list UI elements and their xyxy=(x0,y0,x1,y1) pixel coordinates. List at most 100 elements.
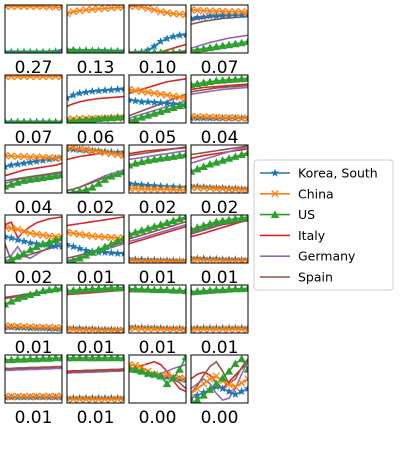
data-point-us xyxy=(237,150,246,158)
data-point-china xyxy=(137,324,146,333)
data-point-china xyxy=(26,5,35,11)
data-point-china xyxy=(67,395,71,403)
panel-frame xyxy=(190,144,249,194)
data-point-korea-south xyxy=(231,323,240,332)
data-point-china xyxy=(206,7,214,15)
data-point-us xyxy=(38,239,48,248)
data-point-us xyxy=(67,188,70,193)
data-point-us xyxy=(108,47,115,53)
data-point-korea-south xyxy=(26,238,35,247)
data-point-china xyxy=(131,86,140,95)
panel-value-label: 0.01 xyxy=(15,338,53,358)
legend-item-spain: Spain xyxy=(260,270,333,285)
panel-frame xyxy=(190,214,249,264)
data-point-china xyxy=(7,224,16,233)
data-point-china xyxy=(39,392,47,401)
data-point-korea-south xyxy=(150,41,159,50)
data-point-korea-south xyxy=(212,323,221,332)
data-point-korea-south xyxy=(181,30,186,39)
data-point-korea-south xyxy=(143,180,153,189)
data-point-china xyxy=(156,257,165,263)
series-line-italy xyxy=(5,162,62,177)
data-point-us xyxy=(15,48,21,53)
data-point-china xyxy=(5,392,9,401)
data-point-us xyxy=(224,285,234,293)
panel: 0.07 xyxy=(4,74,63,148)
data-point-us xyxy=(205,77,215,86)
series-line-us xyxy=(67,286,124,292)
series-line-china xyxy=(67,6,124,15)
data-point-korea-south xyxy=(100,85,110,94)
data-point-china xyxy=(51,5,60,11)
panel-value-label: 0.02 xyxy=(77,198,115,218)
data-point-us xyxy=(100,355,110,362)
data-point-korea-south xyxy=(88,393,97,402)
legend-label: China xyxy=(298,186,334,201)
data-point-us xyxy=(38,355,48,362)
data-point-korea-south xyxy=(38,155,48,164)
data-point-us xyxy=(169,103,178,111)
data-point-china xyxy=(88,395,97,403)
data-point-us xyxy=(151,48,157,53)
data-point-us xyxy=(150,370,159,378)
data-point-china xyxy=(244,185,248,193)
data-point-us xyxy=(199,286,208,295)
data-point-us xyxy=(119,112,124,121)
panel-value-label: 0.07 xyxy=(15,128,53,148)
data-point-china xyxy=(175,325,184,333)
data-point-korea-south xyxy=(162,256,172,263)
data-point-china xyxy=(218,184,227,193)
data-point-us xyxy=(243,148,248,157)
data-point-us xyxy=(107,113,116,122)
series-line-china xyxy=(67,146,124,157)
data-point-korea-south xyxy=(175,182,184,191)
data-point-korea-south xyxy=(13,235,22,244)
data-point-korea-south xyxy=(156,181,165,190)
data-point-us xyxy=(88,248,97,256)
data-point-korea-south xyxy=(193,323,202,332)
data-point-china xyxy=(45,5,54,11)
panel-value-label: 0.04 xyxy=(15,198,53,218)
data-point-korea-south xyxy=(107,147,116,156)
data-point-us xyxy=(129,116,133,123)
data-point-china xyxy=(144,324,152,333)
series-line-china xyxy=(191,115,248,119)
data-point-us xyxy=(243,285,248,292)
data-point-us xyxy=(212,158,221,166)
data-point-us xyxy=(162,379,172,388)
data-point-us xyxy=(199,162,208,170)
data-point-china xyxy=(169,325,178,333)
data-point-korea-south xyxy=(156,98,165,107)
legend-label: US xyxy=(298,207,315,222)
data-point-us xyxy=(131,114,140,123)
data-point-us xyxy=(69,355,78,362)
data-point-us xyxy=(143,369,153,377)
data-point-us xyxy=(129,48,132,53)
data-point-korea-south xyxy=(19,237,29,245)
data-point-china xyxy=(244,114,248,122)
data-point-china xyxy=(182,10,186,19)
data-point-china xyxy=(129,360,133,369)
data-point-korea-south xyxy=(193,113,202,122)
data-point-us xyxy=(26,355,35,363)
data-point-korea-south xyxy=(69,145,78,153)
data-point-korea-south xyxy=(113,85,122,93)
data-point-china xyxy=(175,10,184,18)
data-point-china xyxy=(120,395,124,403)
data-point-us xyxy=(175,286,184,294)
data-point-china xyxy=(137,184,146,193)
series-line-china xyxy=(129,187,186,191)
data-point-korea-south xyxy=(191,393,196,402)
panel-frame xyxy=(190,284,249,334)
data-point-us xyxy=(218,156,227,164)
data-point-china xyxy=(182,257,186,263)
data-point-us xyxy=(158,48,164,53)
series-line-china xyxy=(129,5,186,16)
panel: 0.01 xyxy=(190,284,249,358)
data-point-china xyxy=(88,232,97,240)
data-point-us xyxy=(5,117,8,123)
legend-frame xyxy=(253,159,394,291)
data-point-china xyxy=(193,255,202,263)
data-point-us xyxy=(156,107,165,115)
data-point-china xyxy=(39,5,47,11)
